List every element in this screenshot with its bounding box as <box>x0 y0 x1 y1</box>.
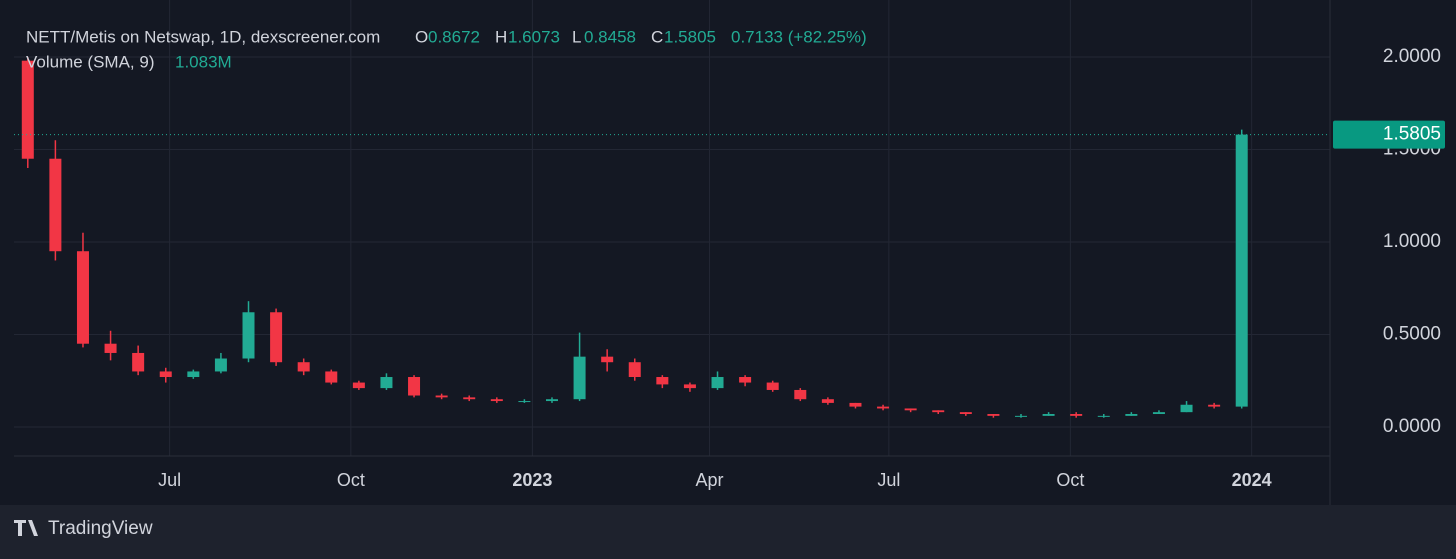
candle-body <box>242 312 255 359</box>
candle-body <box>518 401 531 403</box>
candle-body <box>408 377 421 396</box>
candle-body <box>270 312 283 363</box>
volume-value: 1.083M <box>175 52 232 71</box>
candle-body <box>766 382 779 390</box>
candle-body <box>1042 414 1055 416</box>
x-tick-label: Jul <box>877 470 900 490</box>
candle-body <box>601 356 614 363</box>
candle-body <box>1097 415 1110 417</box>
candle-body <box>104 343 117 353</box>
candle-body <box>49 158 62 252</box>
legend-open-label: O <box>415 27 428 46</box>
candle-body <box>987 414 1000 416</box>
candle-body <box>463 397 476 400</box>
candle-body <box>1235 134 1248 407</box>
last-price-label: 1.5805 <box>1383 124 1441 145</box>
candle-body <box>794 389 807 400</box>
candle-body <box>1125 414 1138 416</box>
legend-change: 0.7133 (+82.25%) <box>731 27 867 46</box>
candle-body <box>132 352 145 372</box>
candle-body <box>187 371 200 378</box>
candle-body <box>76 251 89 344</box>
candle-body <box>683 384 696 389</box>
x-tick-label: Apr <box>696 470 724 490</box>
candle-body <box>21 60 34 159</box>
candle-body <box>1015 415 1028 417</box>
legend-close: 1.5805 <box>664 27 716 46</box>
candle-body <box>490 399 503 402</box>
candle-body <box>821 399 834 403</box>
candle-body <box>325 371 338 383</box>
candle-body <box>711 377 724 389</box>
candle-body <box>628 362 641 378</box>
candles <box>21 56 1248 418</box>
candle-body <box>904 408 917 411</box>
x-tick-label: 2024 <box>1232 470 1272 490</box>
x-tick-label: Jul <box>158 470 181 490</box>
brand-logo <box>14 520 38 536</box>
candle-body <box>739 377 752 383</box>
x-tick-label: 2023 <box>512 470 552 490</box>
volume-label: Volume (SMA, 9) <box>26 52 155 71</box>
candle-body <box>545 399 558 402</box>
legend-open: 0.8672 <box>428 27 480 46</box>
last-price-tag <box>1333 120 1445 149</box>
candle-body <box>380 377 393 389</box>
candle-body <box>1152 412 1165 415</box>
legend-high: 1.6073 <box>508 27 560 46</box>
candle-body <box>1208 404 1221 407</box>
candle-body <box>959 412 972 415</box>
candle-body <box>932 410 945 413</box>
legend-low: 0.8458 <box>584 27 636 46</box>
grid <box>14 0 1330 456</box>
candle-body <box>573 356 586 400</box>
y-tick-label: 0.0000 <box>1383 416 1441 437</box>
x-tick-label: Oct <box>337 470 365 490</box>
legend-close-label: C <box>651 27 663 46</box>
candle-body <box>435 395 448 398</box>
candle-body <box>1180 404 1193 413</box>
candle-body <box>352 382 365 389</box>
candle-body <box>877 406 890 409</box>
candle-body <box>1070 414 1083 416</box>
candle-body <box>656 377 669 385</box>
x-tick-label: Oct <box>1056 470 1084 490</box>
candle-body <box>159 371 172 378</box>
legend-high-label: H <box>495 27 507 46</box>
legend-low-label: L <box>572 27 581 46</box>
y-tick-label: 2.0000 <box>1383 46 1441 67</box>
brand-name: TradingView <box>48 518 153 539</box>
y-tick-label: 1.0000 <box>1383 231 1441 252</box>
candle-body <box>297 362 310 372</box>
chart-background <box>0 0 1456 505</box>
y-tick-label: 0.5000 <box>1383 323 1441 344</box>
candle-body <box>849 402 862 407</box>
chart-title: NETT/Metis on Netswap, 1D, dexscreener.c… <box>26 27 380 46</box>
candle-body <box>214 358 227 372</box>
